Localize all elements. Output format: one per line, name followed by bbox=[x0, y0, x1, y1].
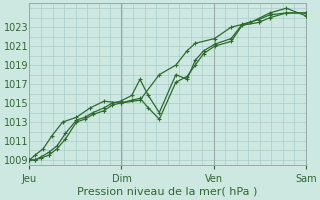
X-axis label: Pression niveau de la mer( hPa ): Pression niveau de la mer( hPa ) bbox=[77, 187, 258, 197]
